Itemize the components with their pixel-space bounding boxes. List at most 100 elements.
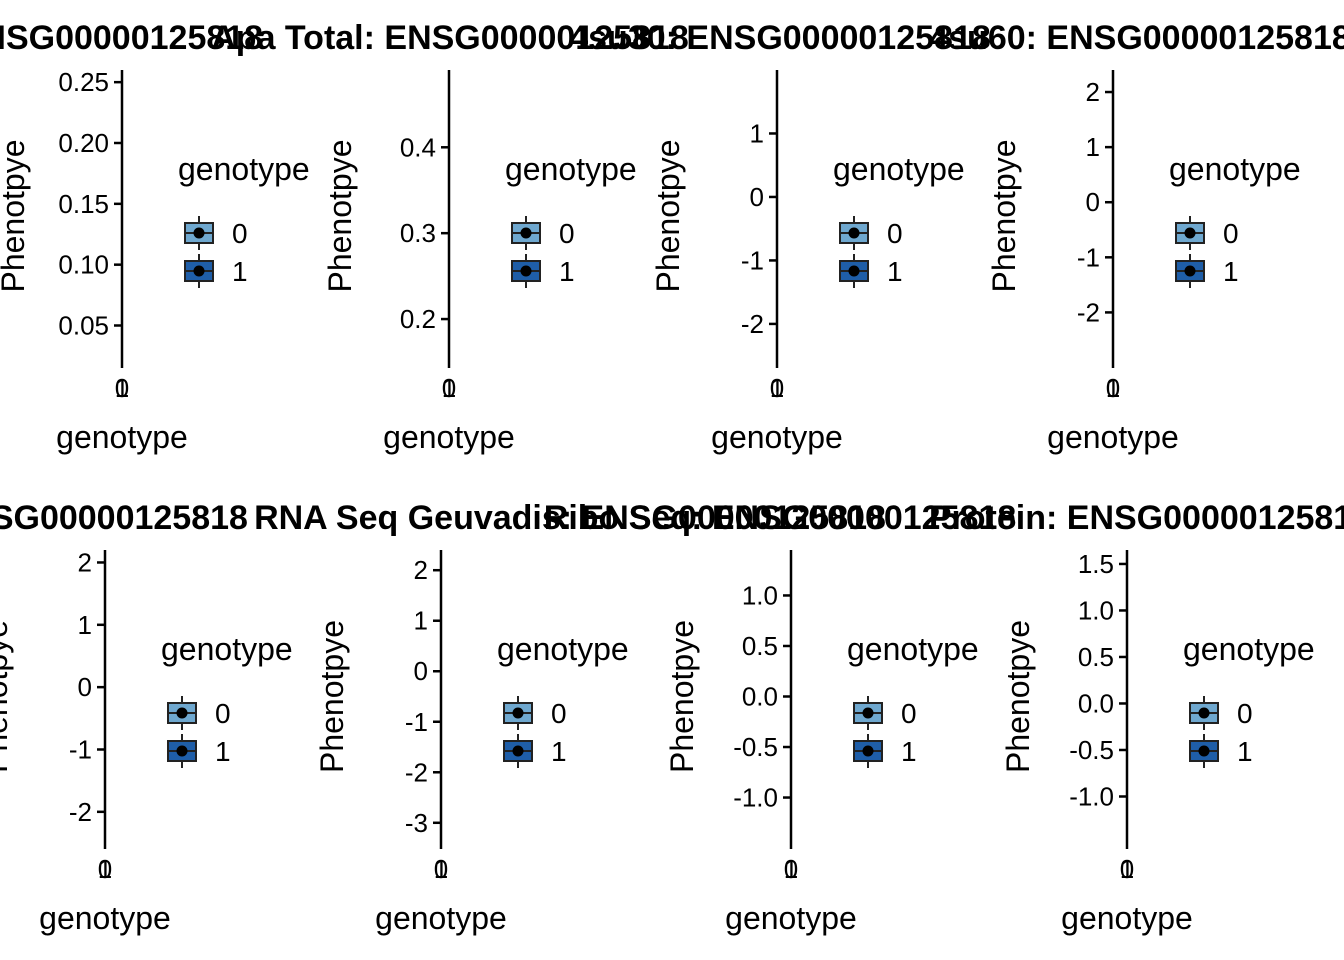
legend-label-0: 0 <box>1223 218 1239 249</box>
x-axis-title: genotype <box>39 900 171 936</box>
y-tick-label: 1 <box>414 606 428 636</box>
legend-key-1 <box>853 734 883 768</box>
x-tick-label: 0 <box>98 854 112 884</box>
y-tick-label: -1.0 <box>1069 781 1114 811</box>
x-tick-label: 1 <box>1120 854 1134 884</box>
legend: genotype 0 1 <box>833 151 965 288</box>
x-tick-label: 0 <box>770 373 784 403</box>
panel-title: Apa Total: ENSG00000125818 <box>211 19 689 57</box>
panel-title: q: ENSG00000125818 <box>0 499 248 537</box>
y-tick-label: -2 <box>1077 297 1100 327</box>
y-tick-label: 2 <box>414 555 428 585</box>
panel-title: RNA Seq Geuvadis: ENSG00000125818 <box>254 499 886 537</box>
panel-4: 4su60: ENSG00000125818-2-101201genotypeP… <box>929 19 1344 455</box>
y-tick-label: 0 <box>750 182 764 212</box>
y-axis-title: Phenotpye <box>986 139 1022 292</box>
x-tick-label: 1 <box>784 854 798 884</box>
y-tick-label: -1.0 <box>733 783 778 813</box>
legend-label-0: 0 <box>887 218 903 249</box>
y-tick-label: 2 <box>78 547 92 577</box>
y-tick-label: -2 <box>405 757 428 787</box>
x-tick-label: 1 <box>1106 373 1120 403</box>
panel-1: ear: ENSG00000125818 0.05 0.10 0.15 0.20 0.25… <box>0 19 310 455</box>
legend-label-1: 1 <box>887 256 903 287</box>
panel-title: Ribo Seq: ENSG00000125818 <box>544 499 1016 537</box>
legend-key-1 <box>184 254 214 288</box>
y-axis-title: Phenotpye <box>1000 620 1036 773</box>
legend-title: genotype <box>847 631 979 667</box>
legend: genotype 0 1 <box>178 151 310 288</box>
legend-title: genotype <box>178 151 310 187</box>
panel-6: RNA Seq Geuvadis: ENSG00000125818 -3 -2 -1 0… <box>254 499 886 936</box>
legend-label-1: 1 <box>559 256 575 287</box>
y-tick-label: -1 <box>69 734 92 764</box>
y-tick-label: 0.10 <box>58 250 109 280</box>
y-tick-label: 0.05 <box>58 311 109 341</box>
panel-title: ear: ENSG00000125818 <box>0 19 263 57</box>
y-tick-label: 0 <box>1086 187 1100 217</box>
legend-label-1: 1 <box>1223 256 1239 287</box>
legend-label-1: 1 <box>551 736 567 767</box>
legend-title: genotype <box>1183 631 1315 667</box>
y-axis-title: Phenotpye <box>322 139 358 292</box>
y-tick-label: 0.25 <box>58 67 109 97</box>
legend-title: genotype <box>497 631 629 667</box>
legend-key-1 <box>1175 254 1205 288</box>
legend-key-0 <box>167 696 197 730</box>
x-axis-title: genotype <box>383 419 515 455</box>
y-tick-label: 0 <box>78 672 92 702</box>
y-tick-label: -1 <box>741 245 764 275</box>
legend-title: genotype <box>161 631 293 667</box>
y-tick-label: -1 <box>405 707 428 737</box>
x-tick-label: 0 <box>434 854 448 884</box>
legend-key-0 <box>839 216 869 250</box>
x-axis-title: genotype <box>375 900 507 936</box>
legend: genotype 0 1 <box>847 631 979 768</box>
legend-label-0: 0 <box>232 218 248 249</box>
x-axis-title: genotype <box>1047 419 1179 455</box>
y-tick-label: 1.0 <box>1078 595 1114 625</box>
panel-title: 4su30: ENSG00000125818 <box>569 19 991 57</box>
legend-title: genotype <box>505 151 637 187</box>
y-tick-label: 1.0 <box>742 580 778 610</box>
y-tick-label: 1 <box>750 118 764 148</box>
y-tick-label: 1 <box>78 610 92 640</box>
legend-label-1: 1 <box>215 736 231 767</box>
legend-key-0 <box>511 216 541 250</box>
legend-title: genotype <box>1169 151 1301 187</box>
y-axis-title: Phenotpye <box>0 139 31 292</box>
y-tick-label: -0.5 <box>1069 735 1114 765</box>
y-tick-label: -2 <box>69 797 92 827</box>
y-tick-label: 2 <box>1086 77 1100 107</box>
panel-2: Apa Total: ENSG000001258180.20.30.401gen… <box>211 19 689 455</box>
y-axis-title: Phenotpye <box>650 139 686 292</box>
x-tick-label: 1 <box>98 854 112 884</box>
y-axis-title: Phenotpye <box>664 620 700 773</box>
y-tick-label: 0.4 <box>400 132 436 162</box>
x-axis-title: genotype <box>1061 900 1193 936</box>
y-tick-label: -2 <box>741 309 764 339</box>
x-tick-label: 1 <box>115 373 129 403</box>
legend: genotype 0 1 <box>505 151 637 288</box>
x-tick-label: 1 <box>434 854 448 884</box>
legend-title: genotype <box>833 151 965 187</box>
panel-title: Protein: ENSG00000125818 <box>929 499 1344 537</box>
y-axis-title: Phenotpye <box>314 620 350 773</box>
y-tick-label: 0.15 <box>58 189 109 219</box>
legend-key-0 <box>1189 696 1219 730</box>
y-tick-label: 0.20 <box>58 128 109 158</box>
y-tick-label: 0.5 <box>742 631 778 661</box>
legend-label-0: 0 <box>551 698 567 729</box>
legend-key-1 <box>839 254 869 288</box>
x-axis-title: genotype <box>56 419 188 455</box>
y-tick-label: -1 <box>1077 242 1100 272</box>
y-tick-label: -0.5 <box>733 732 778 762</box>
legend-label-0: 0 <box>559 218 575 249</box>
y-tick-label: 0.5 <box>1078 642 1114 672</box>
legend-key-1 <box>511 254 541 288</box>
legend-key-0 <box>184 216 214 250</box>
x-axis-title: genotype <box>725 900 857 936</box>
panel-7: Ribo Seq: ENSG00000125818 -1.0 -0.5 0.0 0.5 1… <box>544 499 1016 936</box>
y-tick-label: 1.5 <box>1078 549 1114 579</box>
